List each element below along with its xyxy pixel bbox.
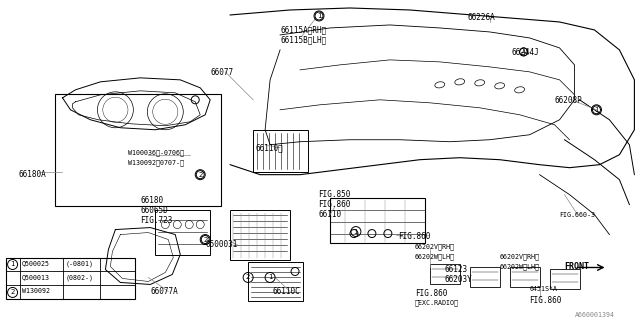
Text: FIG.860: FIG.860 — [529, 296, 562, 305]
Text: FIG.723: FIG.723 — [140, 216, 173, 225]
Bar — [230, 210, 290, 260]
Text: 66110C: 66110C — [272, 287, 300, 296]
Bar — [156, 210, 210, 254]
Text: W130092: W130092 — [22, 288, 49, 294]
Bar — [253, 130, 308, 172]
Bar — [430, 265, 460, 284]
Bar — [6, 258, 135, 300]
Text: FIG.860: FIG.860 — [415, 290, 447, 299]
Text: FIG.850: FIG.850 — [318, 190, 350, 199]
Text: 66226A: 66226A — [468, 13, 495, 22]
Text: (-0801): (-0801) — [65, 260, 93, 267]
Text: 1: 1 — [317, 13, 321, 19]
Text: 66208P: 66208P — [554, 96, 582, 105]
Text: FIG.860: FIG.860 — [398, 232, 430, 241]
Bar — [550, 269, 579, 290]
Text: 66202W〈LH〉: 66202W〈LH〉 — [415, 253, 455, 260]
Text: 66110: 66110 — [318, 210, 341, 219]
Text: Q500013: Q500013 — [22, 275, 49, 280]
Text: 66110Ⅱ: 66110Ⅱ — [255, 144, 283, 153]
Text: 66244J: 66244J — [511, 48, 540, 57]
Text: 66202V〈RH〉: 66202V〈RH〉 — [500, 253, 540, 260]
Text: 1: 1 — [354, 228, 358, 235]
Text: 1: 1 — [268, 275, 273, 280]
Text: 66065D: 66065D — [140, 206, 168, 215]
Text: 0451S*A: 0451S*A — [529, 286, 557, 292]
Text: 2: 2 — [203, 236, 207, 243]
Bar — [248, 261, 303, 301]
Text: FIG.860: FIG.860 — [318, 200, 350, 209]
Text: 66202W〈LH〉: 66202W〈LH〉 — [500, 263, 540, 270]
Text: FIG.660-3: FIG.660-3 — [559, 212, 596, 218]
Text: W100036〈-0706〉: W100036〈-0706〉 — [129, 150, 184, 156]
Text: W130092〈0707-〉: W130092〈0707-〉 — [129, 160, 184, 166]
Text: 1: 1 — [594, 107, 599, 113]
Text: 〈EXC.RADIO〉: 〈EXC.RADIO〉 — [415, 300, 459, 306]
Text: 66202V〈RH〉: 66202V〈RH〉 — [415, 244, 455, 250]
Bar — [509, 268, 540, 287]
Bar — [470, 268, 500, 287]
Text: 66180A: 66180A — [19, 170, 46, 179]
Text: 66115B〈LH〉: 66115B〈LH〉 — [280, 35, 326, 44]
Text: 0500031: 0500031 — [205, 240, 237, 249]
Text: 66115A〈RH〉: 66115A〈RH〉 — [280, 25, 326, 34]
Text: 66123: 66123 — [445, 266, 468, 275]
Text: 2: 2 — [198, 172, 202, 178]
Text: 66180: 66180 — [140, 196, 163, 204]
Text: A660001394: A660001394 — [575, 312, 614, 318]
Bar — [330, 198, 425, 243]
Text: (0802-): (0802-) — [65, 275, 93, 281]
Text: 2: 2 — [10, 290, 15, 295]
Text: 2: 2 — [246, 275, 250, 280]
Text: 66077A: 66077A — [150, 287, 178, 296]
Text: 66077: 66077 — [210, 68, 234, 77]
Text: 1: 1 — [10, 261, 15, 268]
Text: Q500025: Q500025 — [22, 260, 49, 267]
Text: 66203Y: 66203Y — [445, 276, 472, 284]
Text: FRONT: FRONT — [564, 262, 589, 271]
